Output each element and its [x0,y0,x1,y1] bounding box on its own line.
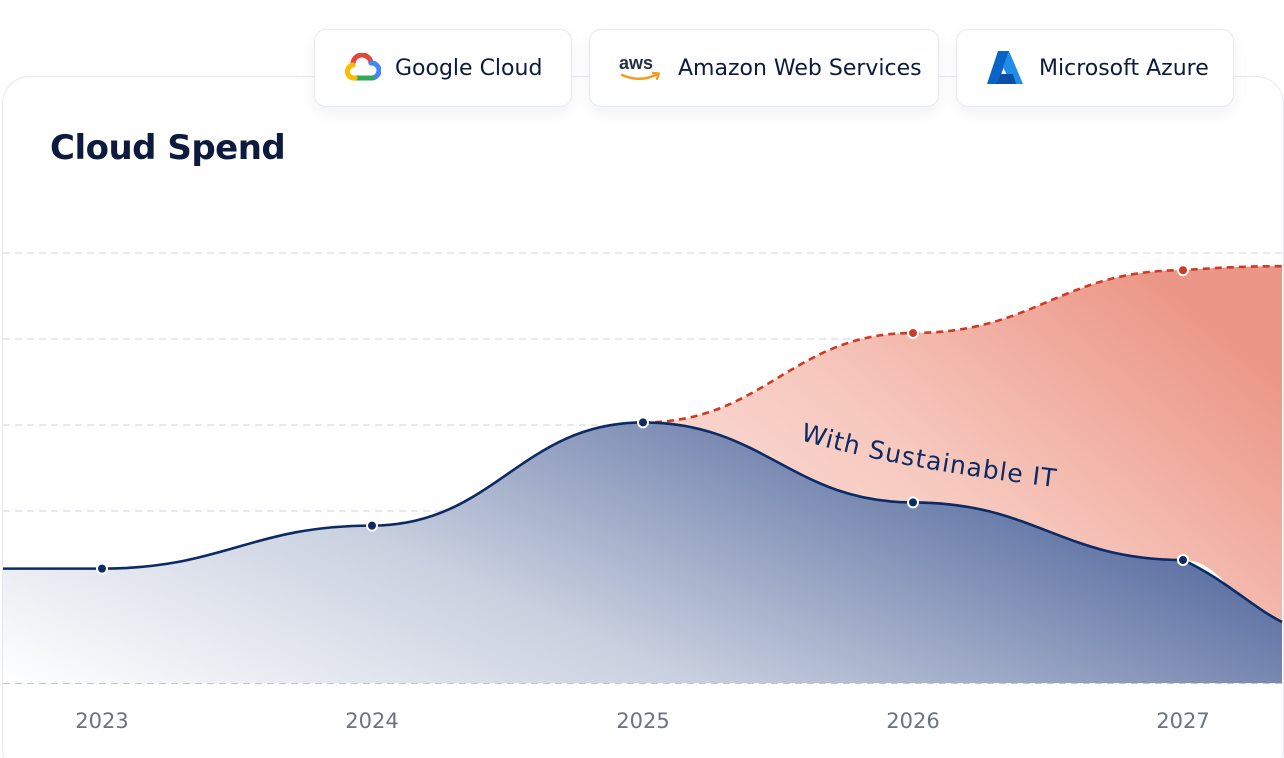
provider-azure[interactable]: Microsoft Azure [956,29,1234,107]
projected-point [1177,264,1189,277]
projected-spend-area [643,266,1282,623]
x-tick-label: 2025 [616,709,669,733]
x-tick-label: 2023 [75,709,128,733]
azure-icon [985,49,1025,87]
provider-label: Amazon Web Services [678,55,922,81]
aws-icon: aws [618,52,664,84]
x-tick-label: 2027 [1156,709,1209,733]
data-points [96,264,1189,575]
provider-google-cloud[interactable]: Google Cloud [314,29,572,107]
google-cloud-icon [343,53,381,83]
sustainable-point [1177,554,1189,567]
sustainable-point [907,496,919,509]
provider-label: Google Cloud [395,55,543,81]
page-title: Cloud Spend [50,128,286,168]
projected-spend-line [642,264,1283,424]
sustainable-point [366,519,378,532]
x-axis-ticks: 2023 2024 2025 2026 2027 [75,709,1209,733]
provider-aws[interactable]: aws Amazon Web Services [589,29,939,107]
sustainable-point [96,562,108,575]
sustainable-spend-area [3,422,1282,683]
sustainable-point [637,416,649,429]
x-tick-label: 2024 [345,709,398,733]
svg-text:aws: aws [619,53,653,73]
x-tick-label: 2026 [886,709,939,733]
provider-label: Microsoft Azure [1039,55,1209,81]
projected-point [907,326,919,339]
